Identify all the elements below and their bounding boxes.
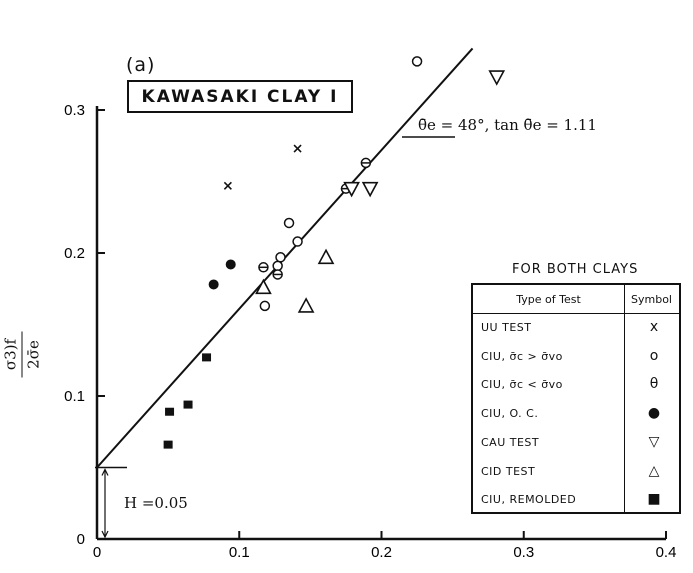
y-tick-label: 0.3	[64, 102, 85, 119]
y-tick-label: 0	[77, 531, 85, 548]
legend-symbol: o	[649, 347, 659, 364]
chart-title: KAWASAKI CLAY I	[127, 80, 353, 113]
data-marks	[96, 47, 506, 469]
point-square	[165, 407, 175, 416]
legend-row: CID TEST △	[473, 457, 679, 486]
point-circle	[283, 217, 295, 229]
point-square	[202, 353, 212, 362]
y-axis-label: (σ1 − σ3)f 2σ̄e	[0, 331, 43, 378]
y-label-denominator: 2σ̄e	[24, 340, 43, 369]
point-square	[163, 440, 173, 449]
point-triangle-down	[343, 181, 360, 198]
point-x-stroke	[223, 181, 232, 190]
y-tick-label: 0.1	[64, 388, 85, 405]
legend-row: CIU, σ̄c < σ̄vo θ	[473, 370, 679, 399]
legend-table: Type of Test Symbol UU TEST x CIU, σ̄c > σ…	[471, 283, 681, 514]
legend-divider	[624, 285, 625, 512]
legend-symbol: θ	[649, 376, 659, 393]
point-dot	[225, 259, 236, 270]
legend-row: CIU, REMOLDED ■	[473, 485, 679, 514]
point-triangle-up	[317, 248, 335, 265]
legend-row: CIU, O. C. ●	[473, 399, 679, 428]
x-tick-label: 0	[93, 544, 101, 561]
trend-line-label: θ̄e = 48°, tan θ̄e = 1.11	[418, 116, 597, 134]
panel-label: (a)	[126, 54, 156, 76]
intercept-arrow-down	[101, 530, 109, 539]
x-tick-label: 0.4	[656, 544, 677, 561]
point-triangle-up	[297, 297, 315, 313]
point-x	[293, 144, 302, 153]
legend-type: CIU, O. C.	[481, 407, 539, 421]
legend-symbol: ▽	[648, 433, 660, 450]
point-circle	[259, 300, 271, 312]
point-x	[223, 181, 232, 190]
legend-type: CAU TEST	[481, 435, 540, 449]
legend-type: UU TEST	[481, 321, 532, 334]
legend-symbol: ●	[647, 405, 661, 422]
legend-col-type: Type of Test	[473, 285, 624, 314]
legend-row: CIU, σ̄c > σ̄vo o	[473, 342, 679, 371]
legend-type: CID TEST	[481, 464, 536, 478]
point-triangle-up	[255, 278, 272, 295]
x-tick-label: 0.3	[513, 544, 534, 561]
point-triangle-down	[488, 70, 506, 86]
legend-type: CIU, σ̄c < σ̄vo	[481, 378, 563, 392]
y-label-numerator: (σ1 − σ3)f	[0, 331, 23, 378]
x-tick-label: 0.2	[371, 544, 392, 561]
legend-type: CIU, σ̄c > σ̄vo	[481, 349, 563, 363]
point-square	[183, 400, 193, 409]
legend-symbol: ■	[647, 491, 661, 508]
legend-title: FOR BOTH CLAYS	[512, 262, 639, 277]
point-triangle-down	[361, 181, 379, 198]
legend-row: UU TEST x	[473, 313, 679, 342]
point-circle	[272, 260, 283, 272]
legend-col-symbol: Symbol	[624, 285, 679, 314]
point-circle	[275, 252, 286, 263]
point-x-stroke	[293, 144, 302, 153]
legend-symbol: x	[649, 319, 659, 335]
point-theta	[360, 157, 372, 169]
intercept-label: H =0.05	[124, 494, 188, 512]
point-dot	[208, 279, 219, 290]
legend-symbol: △	[648, 462, 660, 479]
point-theta	[272, 269, 283, 280]
point-circle	[292, 236, 303, 247]
legend-type: CIU, REMOLDED	[481, 493, 577, 507]
legend-row: CAU TEST ▽	[473, 428, 679, 457]
y-tick-label: 0.2	[64, 245, 85, 262]
intercept-arrow-up	[101, 468, 109, 476]
point-theta	[258, 262, 269, 273]
point-circle	[411, 56, 423, 67]
x-tick-label: 0.1	[229, 544, 250, 561]
